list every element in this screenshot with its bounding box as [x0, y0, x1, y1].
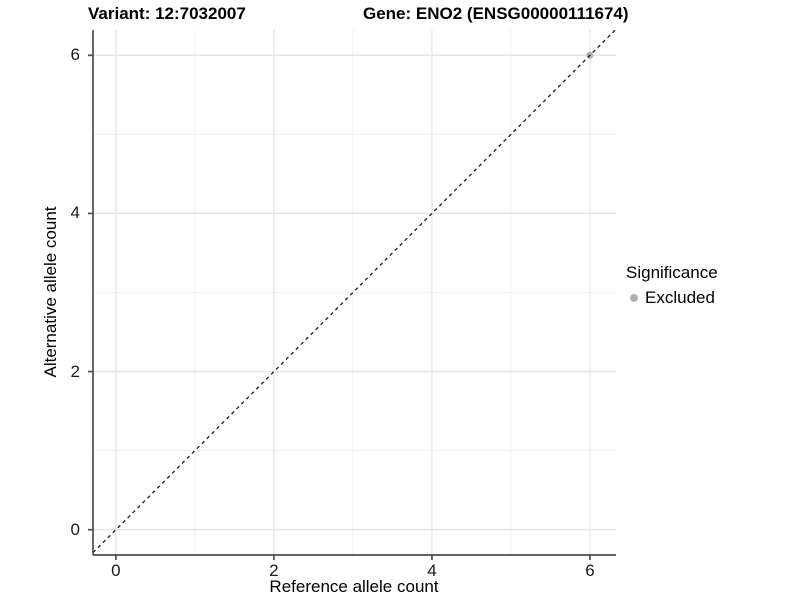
- legend: Significance Excluded: [626, 263, 718, 308]
- legend-item-label: Excluded: [645, 288, 715, 307]
- y-tick-label: 6: [70, 45, 80, 65]
- y-tick-label: 2: [70, 361, 80, 381]
- variant-title: Variant: 12:7032007: [88, 4, 246, 23]
- x-axis-title: Reference allele count: [269, 577, 439, 596]
- circle-icon: [630, 294, 638, 302]
- x-tick-label: 2: [269, 561, 279, 580]
- y-tick-label: 0: [70, 519, 80, 539]
- x-tick-label: 0: [111, 561, 121, 580]
- y-axis-title: Alternative allele count: [41, 206, 60, 378]
- gene-title: Gene: ENO2 (ENSG00000111674): [363, 4, 629, 23]
- legend-item: Excluded: [626, 288, 718, 308]
- legend-title: Significance: [626, 263, 718, 282]
- x-tick-label: 4: [427, 561, 437, 580]
- x-tick-label: 6: [585, 561, 595, 580]
- y-tick-label: 4: [70, 203, 80, 223]
- legend-items: Excluded: [626, 288, 718, 308]
